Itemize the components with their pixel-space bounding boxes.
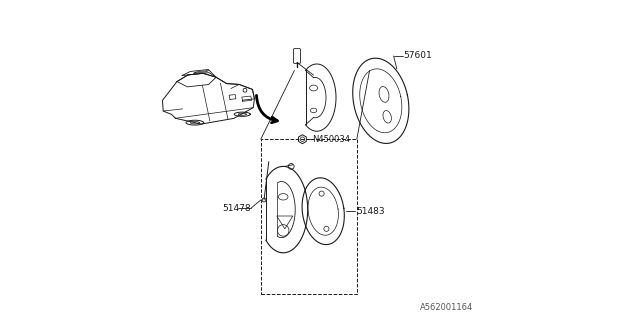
Text: 57601: 57601: [403, 52, 432, 60]
Text: N450034: N450034: [312, 135, 350, 144]
Text: 51478: 51478: [223, 204, 251, 212]
Bar: [261, 139, 357, 294]
Text: 51483: 51483: [356, 207, 385, 216]
Text: A562001164: A562001164: [420, 303, 474, 312]
